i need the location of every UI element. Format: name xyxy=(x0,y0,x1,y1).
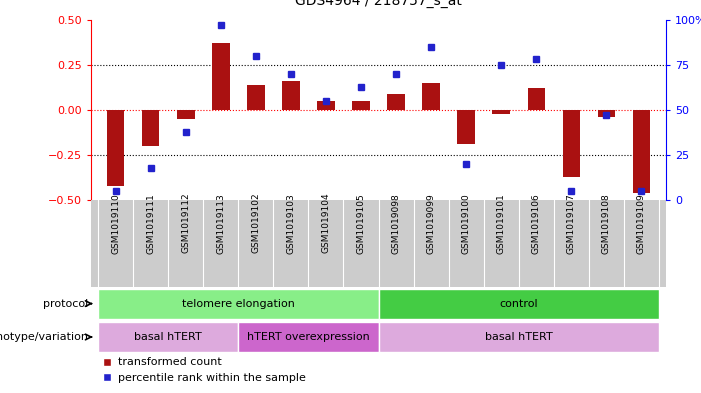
Bar xyxy=(98,322,238,352)
Bar xyxy=(562,110,580,177)
Bar xyxy=(387,94,405,110)
Text: protocol: protocol xyxy=(43,299,88,309)
Bar xyxy=(632,110,650,193)
Bar xyxy=(492,110,510,114)
Bar xyxy=(527,88,545,110)
Bar xyxy=(107,110,125,186)
Text: genotype/variation: genotype/variation xyxy=(0,332,88,342)
Text: basal hTERT: basal hTERT xyxy=(485,332,552,342)
Text: telomere elongation: telomere elongation xyxy=(182,299,295,309)
Bar xyxy=(142,110,160,146)
Bar xyxy=(379,322,659,352)
Bar xyxy=(177,110,195,119)
Legend: transformed count, percentile rank within the sample: transformed count, percentile rank withi… xyxy=(97,353,310,387)
Bar xyxy=(422,83,440,110)
Bar xyxy=(457,110,475,144)
Bar xyxy=(597,110,615,117)
Text: control: control xyxy=(499,299,538,309)
Bar xyxy=(212,43,230,110)
Bar xyxy=(379,288,659,319)
Bar xyxy=(247,85,265,110)
Bar xyxy=(98,288,379,319)
Text: basal hTERT: basal hTERT xyxy=(135,332,202,342)
Text: hTERT overexpression: hTERT overexpression xyxy=(247,332,370,342)
Bar xyxy=(317,101,335,110)
Bar xyxy=(353,101,370,110)
Bar xyxy=(238,322,379,352)
Text: GDS4964 / 218757_s_at: GDS4964 / 218757_s_at xyxy=(295,0,462,8)
Bar xyxy=(282,81,299,110)
